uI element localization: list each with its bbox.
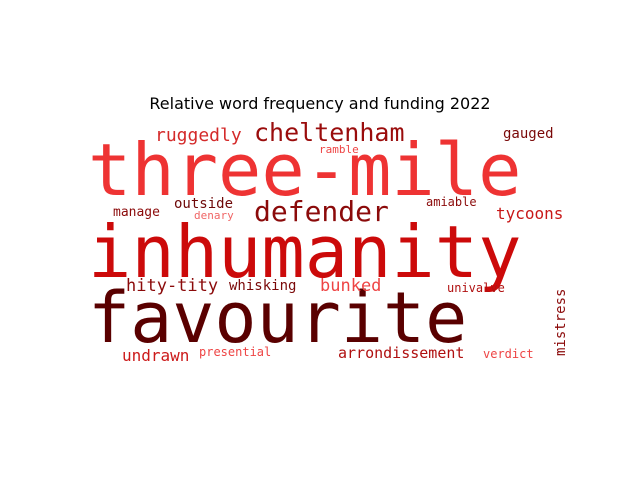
word-gauged: gauged <box>503 126 554 142</box>
word-favourite: favourite <box>88 277 467 359</box>
word-amiable: amiable <box>426 195 477 209</box>
word-presential: presential <box>199 345 271 359</box>
word-tycoons: tycoons <box>496 204 563 223</box>
word-univalve: univalve <box>447 281 505 295</box>
word-whisking: whisking <box>229 278 296 294</box>
word-mistress: mistress <box>553 289 569 356</box>
word-cheltenham: cheltenham <box>254 118 405 147</box>
word-undrawn: undrawn <box>122 346 189 365</box>
word-inhumanity: inhumanity <box>88 210 521 294</box>
word-manage: manage <box>113 205 160 220</box>
word-verdict: verdict <box>483 347 534 361</box>
word-three-mile: three-mile <box>88 128 521 212</box>
word-ruggedly: ruggedly <box>155 125 242 146</box>
word-ramble: ramble <box>319 143 359 156</box>
chart-title: Relative word frequency and funding 2022 <box>149 94 491 113</box>
word-defender: defender <box>254 195 389 228</box>
word-outside: outside <box>174 196 233 212</box>
word-arrondissement: arrondissement <box>338 344 464 362</box>
word-bunked: bunked <box>320 276 381 296</box>
word-denary: denary <box>194 209 234 222</box>
word-hity-tity: hity-tity <box>126 276 218 296</box>
